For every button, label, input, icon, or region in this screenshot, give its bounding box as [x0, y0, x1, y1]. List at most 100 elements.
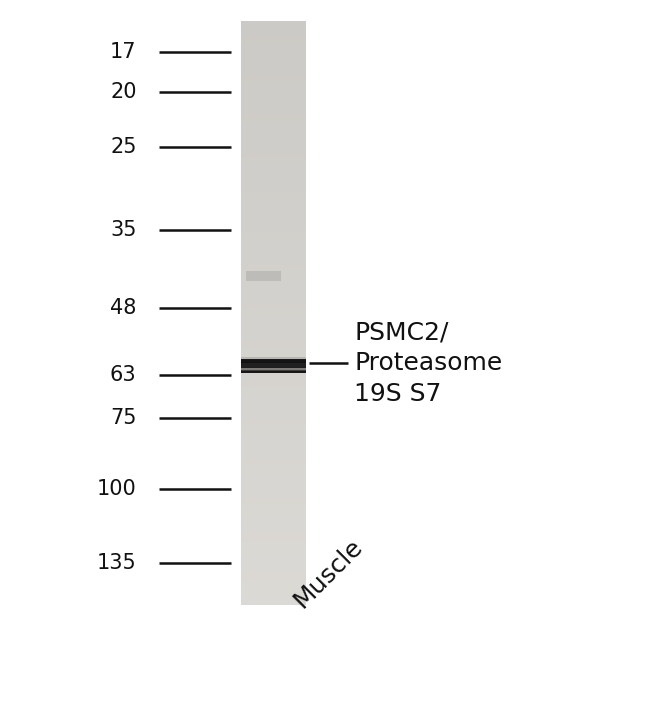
Bar [240, 56, 306, 60]
Bar [240, 109, 306, 114]
Bar [240, 36, 306, 41]
Bar [240, 138, 306, 143]
Bar [240, 420, 306, 425]
Bar [240, 523, 306, 527]
Bar [240, 483, 306, 488]
Bar [240, 513, 306, 518]
Text: 25: 25 [110, 137, 136, 158]
Bar [240, 527, 306, 532]
Bar [240, 586, 306, 591]
Bar [240, 369, 306, 372]
Bar [240, 41, 306, 46]
Bar [240, 382, 306, 386]
Bar [240, 226, 306, 231]
Bar [240, 595, 306, 600]
Bar [240, 84, 306, 90]
Bar [240, 571, 306, 576]
Bar [240, 104, 306, 109]
Bar [240, 391, 306, 396]
Bar [240, 318, 306, 323]
Bar [240, 547, 306, 551]
Bar [240, 542, 306, 547]
Bar [240, 561, 306, 566]
Bar [240, 196, 306, 201]
Bar [240, 576, 306, 581]
Bar [240, 435, 306, 440]
Text: 100: 100 [97, 479, 136, 499]
Bar [240, 201, 306, 206]
Bar [240, 51, 306, 56]
Bar [240, 133, 306, 138]
Bar [240, 581, 306, 586]
Bar [240, 163, 306, 168]
Bar [240, 216, 306, 221]
Bar [240, 591, 306, 595]
Bar [240, 337, 306, 342]
Bar [240, 493, 306, 498]
Bar [240, 177, 306, 182]
Bar [240, 551, 306, 556]
Bar [240, 221, 306, 226]
Text: Muscle: Muscle [289, 534, 367, 612]
Bar [240, 377, 306, 382]
Bar [240, 173, 306, 177]
Bar [240, 508, 306, 513]
Bar [240, 360, 306, 363]
Bar [240, 294, 306, 299]
Text: 35: 35 [110, 221, 136, 241]
Bar [240, 566, 306, 571]
Bar [240, 245, 306, 250]
Bar [240, 600, 306, 605]
Bar [240, 65, 306, 70]
Bar [240, 415, 306, 420]
Text: 48: 48 [110, 299, 136, 318]
Text: PSMC2/
Proteasome
19S S7: PSMC2/ Proteasome 19S S7 [354, 321, 502, 406]
Text: 20: 20 [110, 82, 136, 102]
Bar [240, 158, 306, 163]
Text: 135: 135 [97, 553, 136, 573]
Bar [240, 537, 306, 542]
Bar [240, 425, 306, 430]
Bar [240, 367, 306, 372]
Bar [240, 148, 306, 153]
Bar [240, 70, 306, 75]
Bar [240, 211, 306, 216]
Bar [240, 231, 306, 236]
Bar [240, 342, 306, 347]
Bar [240, 143, 306, 148]
Bar [240, 362, 306, 367]
Bar [240, 90, 306, 95]
Bar [240, 236, 306, 241]
Bar [240, 284, 306, 289]
Bar [240, 406, 306, 410]
Bar [240, 304, 306, 309]
Bar [240, 371, 306, 372]
Bar [240, 459, 306, 464]
Bar [240, 362, 306, 363]
Bar [240, 153, 306, 158]
Bar [240, 168, 306, 173]
Bar [240, 372, 306, 377]
Bar [240, 464, 306, 469]
Bar [240, 518, 306, 523]
Text: 17: 17 [110, 42, 136, 62]
Bar [240, 265, 306, 269]
Bar [240, 368, 306, 372]
Text: 63: 63 [110, 365, 136, 385]
Bar [240, 347, 306, 352]
Bar [240, 352, 306, 357]
Text: 75: 75 [110, 408, 136, 428]
Bar [240, 32, 306, 36]
Bar [240, 192, 306, 196]
Bar [240, 128, 306, 133]
Bar [240, 430, 306, 435]
Bar [240, 260, 306, 265]
Bar [246, 271, 281, 281]
Bar [240, 328, 306, 333]
Bar [240, 556, 306, 561]
Bar [240, 410, 306, 415]
Bar [240, 532, 306, 537]
Bar [240, 359, 306, 363]
Bar [240, 359, 306, 368]
Bar [240, 250, 306, 255]
